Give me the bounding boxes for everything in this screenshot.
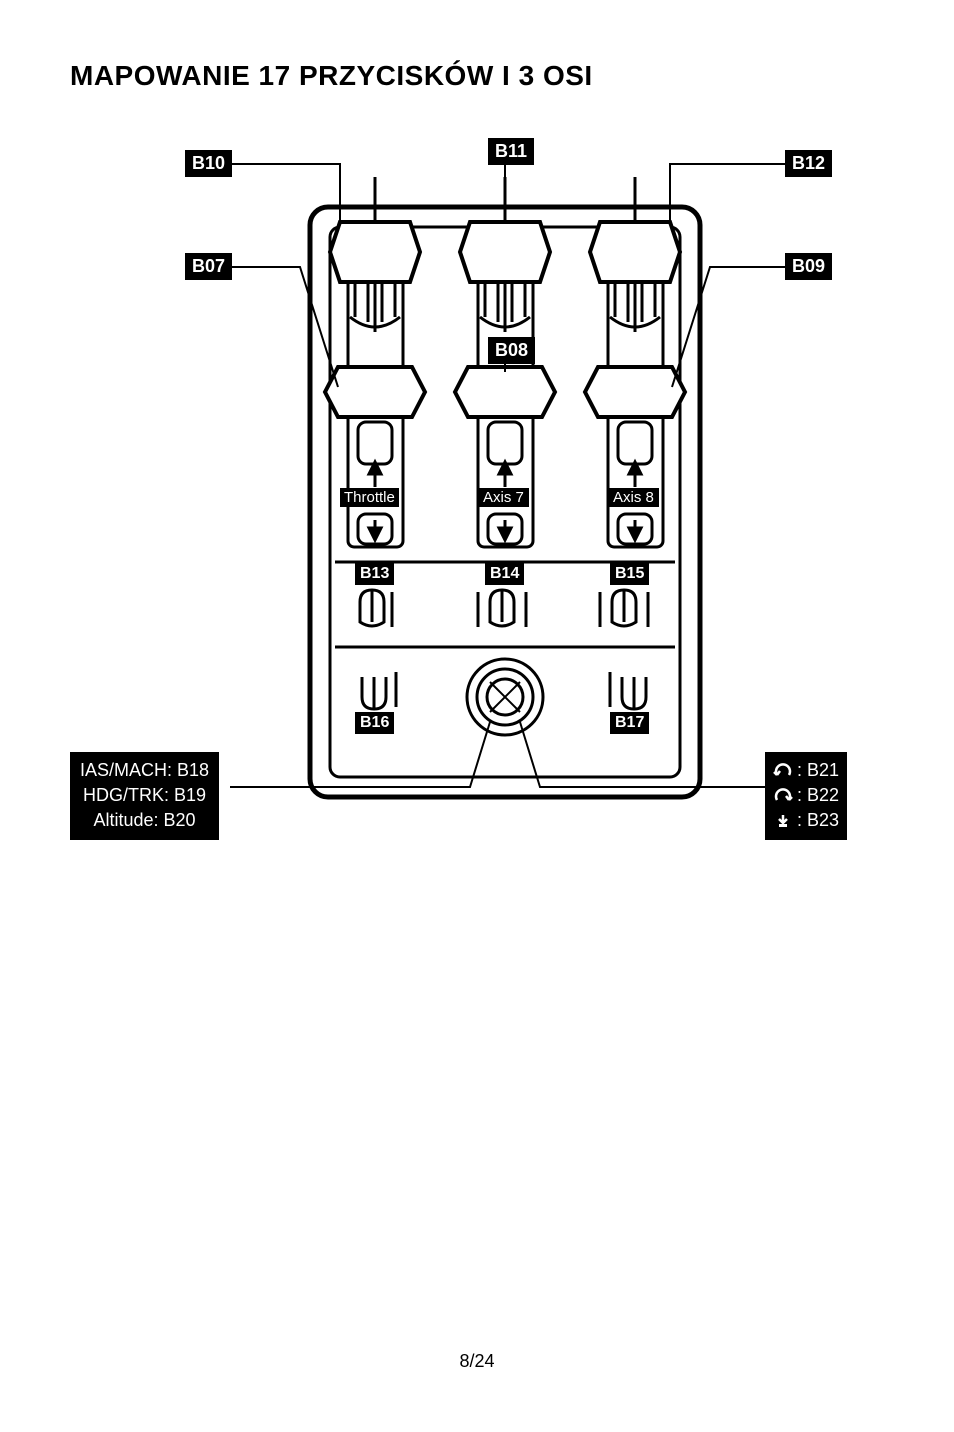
label-b07: B07	[185, 253, 232, 280]
label-b09: B09	[785, 253, 832, 280]
info-b22: : B22	[773, 783, 839, 808]
info-b21: : B21	[773, 758, 839, 783]
label-b14: B14	[485, 563, 524, 585]
label-b13: B13	[355, 563, 394, 585]
axis-throttle-label: Throttle	[340, 488, 399, 507]
axis-8-label: Axis 8	[608, 488, 659, 507]
info-hdg-trk: HDG/TRK: B19	[80, 783, 209, 808]
push-down-icon	[773, 813, 793, 829]
info-ias-mach: IAS/MACH: B18	[80, 758, 209, 783]
rotate-ccw-icon	[773, 763, 793, 779]
label-b15: B15	[610, 563, 649, 585]
label-b11: B11	[488, 138, 534, 165]
label-b16: B16	[355, 712, 394, 734]
label-b12: B12	[785, 150, 832, 177]
label-b17: B17	[610, 712, 649, 734]
axis-7-label: Axis 7	[478, 488, 529, 507]
info-b23: : B23	[773, 808, 839, 833]
rotate-cw-icon	[773, 788, 793, 804]
info-altitude: Altitude: B20	[80, 808, 209, 833]
diagram: B10 B11 B12 B07 B09 B08 Throttle Axis 7 …	[70, 122, 890, 862]
label-b08: B08	[488, 337, 535, 364]
page-number: 8/24	[459, 1351, 494, 1372]
right-info-box: : B21 : B22 : B23	[765, 752, 847, 840]
label-b10: B10	[185, 150, 232, 177]
page-title: MAPOWANIE 17 PRZYCISKÓW I 3 OSI	[70, 60, 884, 92]
left-info-box: IAS/MACH: B18 HDG/TRK: B19 Altitude: B20	[70, 752, 219, 840]
